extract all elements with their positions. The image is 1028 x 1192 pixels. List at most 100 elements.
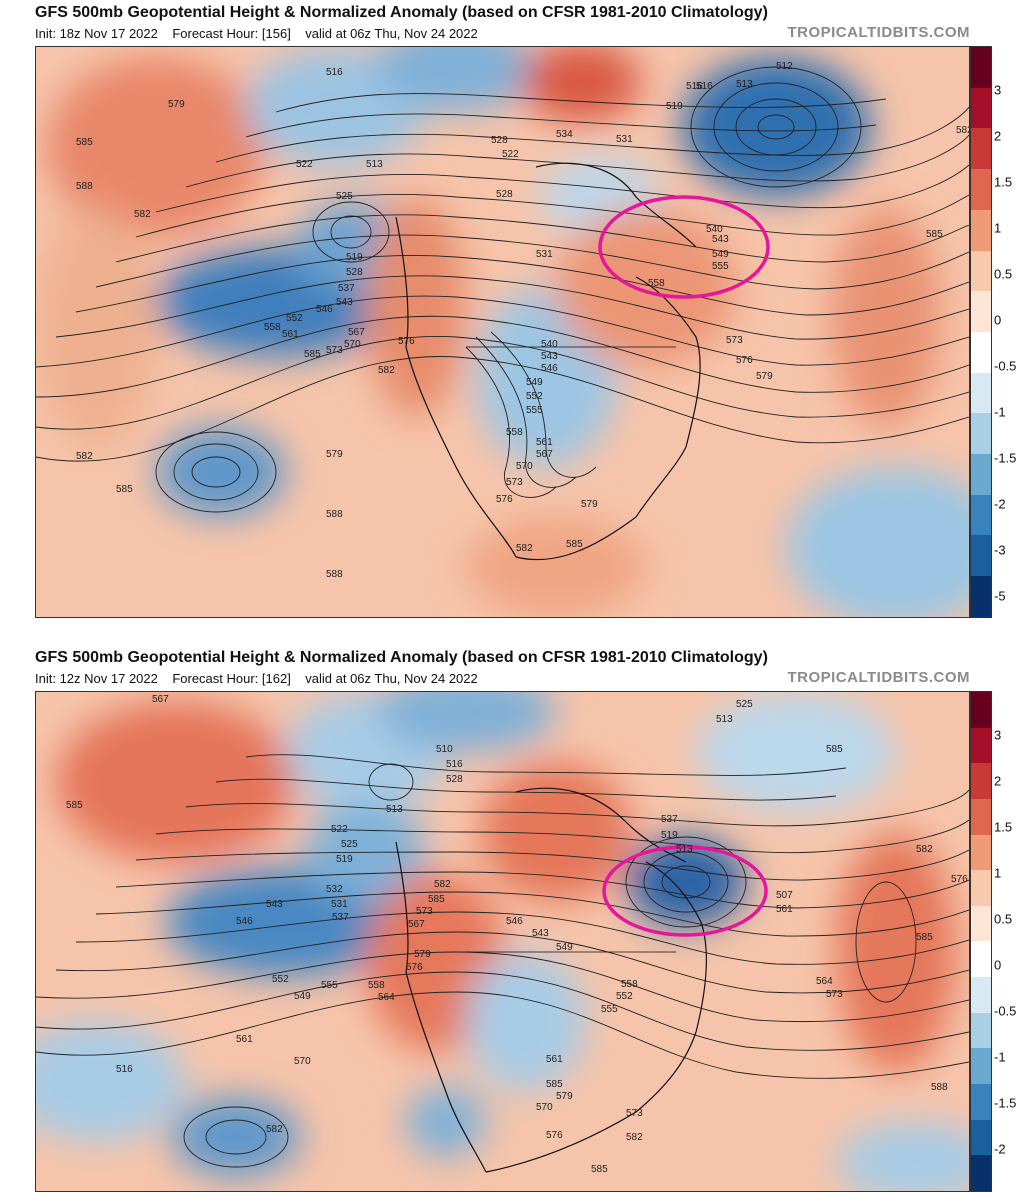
colorbar-segment (971, 494, 991, 536)
contour-label: 516 (116, 1064, 133, 1075)
colorbar-segment (971, 1084, 991, 1120)
contour-label: 546 (541, 363, 558, 374)
colorbar-segment (971, 905, 991, 942)
contour-label: 555 (712, 261, 729, 272)
contour-label: 519 (336, 854, 353, 865)
colorbar-tick-label: -1 (994, 404, 1006, 420)
contour-label: 513 (716, 714, 733, 725)
contour-label: 552 (526, 391, 543, 402)
colorbar-segment (971, 413, 991, 455)
colorbar-segment (971, 763, 991, 799)
contour-label: 585 (76, 137, 93, 148)
contour-label: 549 (526, 377, 543, 388)
contour-label: 558 (368, 980, 385, 991)
contour-label: 582 (516, 543, 533, 554)
contour-label: 531 (536, 249, 553, 260)
contour-label: 564 (378, 992, 395, 1003)
contour-label: 585 (591, 1164, 608, 1175)
contour-label: 585 (304, 349, 321, 360)
contour-label: 528 (496, 189, 513, 200)
colorbar-tick-label: -5 (994, 588, 1006, 604)
colorbar-tick-label: -1.5 (994, 1095, 1017, 1111)
contour-label-group: 5795855885825165135225255195285375435465… (76, 61, 969, 580)
colorbar (970, 691, 992, 1192)
contour-label: 585 (428, 894, 445, 905)
colorbar-tick-label: 1 (994, 865, 1002, 881)
contour-label: 582 (626, 1132, 643, 1143)
contour-label: 564 (816, 976, 833, 987)
contour-label: 525 (341, 839, 358, 850)
forecast-panel-bottom: GFS 500mb Geopotential Height & Normaliz… (0, 645, 1028, 1192)
contour-label: 549 (556, 942, 573, 953)
colorbar-segment (971, 870, 991, 906)
contour-label: 582 (956, 125, 969, 136)
contour-label: 561 (236, 1034, 253, 1045)
contour-label: 555 (321, 980, 338, 991)
colorbar-tick-label: -2 (994, 496, 1006, 512)
colorbar-tick-label: 2 (994, 773, 1002, 789)
contour-label: 513 (736, 79, 753, 90)
contour-label: 543 (532, 928, 549, 939)
coastlines (395, 787, 708, 1173)
colorbar-tick-label: -0.5 (994, 1003, 1017, 1019)
colorbar (970, 46, 992, 618)
colorbar-segment (971, 128, 991, 170)
contour-label: 561 (546, 1054, 563, 1065)
colorbar-segment (971, 941, 991, 978)
colorbar-segment (971, 727, 991, 764)
contour-label: 546 (506, 916, 523, 927)
contour-label: 543 (336, 297, 353, 308)
colorbar-tick-label: -1.5 (994, 450, 1017, 466)
contour-label: 513 (676, 844, 693, 855)
contour-label: 576 (951, 874, 968, 885)
map-canvas: 579 585 588 582 516 513 522 525 519 528 537 543 546 5… (35, 46, 970, 618)
colorbar-tick-label: 0 (994, 312, 1002, 328)
panel-subtitle: Init: 18z Nov 17 2022 Forecast Hour: [15… (35, 26, 478, 41)
colorbar-segment (971, 798, 991, 835)
anomaly-map: 567 585 522 525 519 513 510 516 528 532 531 537 543 5… (36, 692, 969, 1191)
contour-label: 582 (916, 844, 933, 855)
colorbar-segment (971, 692, 991, 728)
colorbar-segment (971, 834, 991, 871)
contour-label: 558 (264, 322, 281, 333)
contour-label: 540 (706, 224, 723, 235)
colorbar-segment (971, 535, 991, 577)
contour-label: 516 (446, 759, 463, 770)
contour-label: 516 (696, 81, 713, 92)
colorbar-labels: 3 2 1.5 1 0.5 0 -0.5 -1 -1.5 -2 -3 -5 (994, 46, 1028, 616)
contour-label: 558 (506, 427, 523, 438)
contour-label: 512 (776, 61, 793, 72)
contour-label: 588 (326, 569, 343, 580)
contour-label: 516 (326, 67, 343, 78)
contour-label: 552 (286, 313, 303, 324)
contour-label: 528 (491, 135, 508, 146)
contour-label: 576 (406, 962, 423, 973)
colorbar-tick-label: 1.5 (994, 174, 1013, 190)
contour-label: 522 (331, 824, 348, 835)
contour-label: 576 (736, 355, 753, 366)
contour-label: 561 (282, 329, 299, 340)
contour-label-group: 567 585 522 525 519 513 510 516 528 532 531 537 543 5… (66, 694, 968, 1175)
contour-label: 579 (414, 949, 431, 960)
colorbar-tick-label: 1.5 (994, 819, 1013, 835)
contour-label: 582 (434, 879, 451, 890)
colorbar-tick-label: -0.5 (994, 358, 1017, 374)
contour-label: 588 (76, 181, 93, 192)
contour-label: 510 (436, 744, 453, 755)
contour-label: 522 (296, 159, 313, 170)
contour-label: 567 (536, 449, 553, 460)
contour-label: 573 (326, 345, 343, 356)
contour-label: 507 (776, 890, 793, 901)
contour-label: 576 (496, 494, 513, 505)
contour-label: 546 (236, 916, 253, 927)
highlight-ellipse (602, 845, 768, 937)
colorbar-tick-label: 0.5 (994, 911, 1013, 927)
contour-label: 585 (66, 800, 83, 811)
contour-label: 537 (661, 814, 678, 825)
contour-label: 579 (168, 99, 185, 110)
contour-label: 570 (344, 339, 361, 350)
panel-subtitle: Init: 12z Nov 17 2022 Forecast Hour: [16… (35, 671, 478, 686)
contour-label: 513 (366, 159, 383, 170)
colorbar-segment (971, 47, 991, 88)
colorbar-tick-label: -2 (994, 1141, 1006, 1157)
